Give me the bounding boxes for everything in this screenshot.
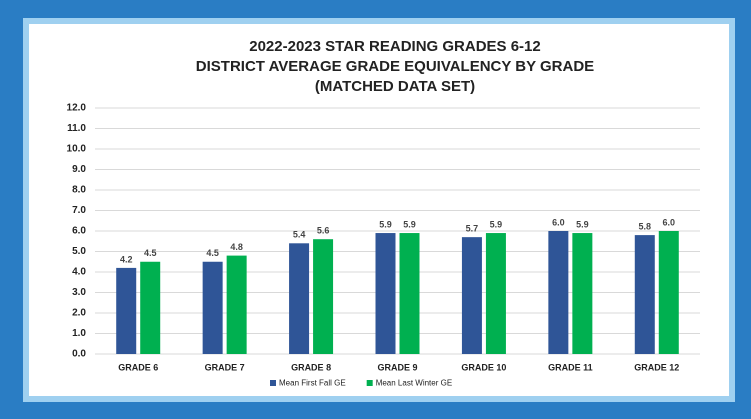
legend-swatch [270,380,276,386]
chart-title: DISTRICT AVERAGE GRADE EQUIVALENCY BY GR… [196,58,594,75]
data-label: 5.4 [293,230,306,240]
x-tick-label: GRADE 12 [634,362,679,372]
data-label: 5.7 [466,224,479,234]
x-tick-label: GRADE 8 [291,362,331,372]
y-tick-label: 3.0 [72,287,86,298]
data-label: 5.9 [379,219,392,229]
y-tick-label: 8.0 [72,185,86,196]
bar [313,239,334,354]
bar [202,261,223,354]
y-tick-label: 7.0 [72,205,86,216]
legend-swatch [366,380,373,386]
x-tick-label: GRADE 7 [205,362,245,372]
y-tick-label: 9.0 [72,164,86,175]
y-tick-label: 12.0 [67,103,87,114]
bar [140,261,161,354]
y-tick-label: 4.0 [72,267,86,278]
y-tick-label: 11.0 [67,123,86,134]
bar [289,243,310,354]
bar [634,235,655,354]
y-tick-label: 6.0 [72,226,86,237]
y-tick-label: 1.0 [72,328,86,339]
data-label: 6.0 [663,217,676,227]
x-tick-label: GRADE 10 [461,362,506,372]
bar [116,267,137,354]
data-label: 4.5 [144,248,157,258]
bar [658,231,679,354]
x-tick-label: GRADE 6 [118,362,158,372]
bar [485,233,506,354]
chart-title: 2022-2023 STAR READING GRADES 6-12 [249,38,541,55]
bar [548,231,569,354]
chart-title: (MATCHED DATA SET) [315,78,475,95]
bar [375,233,396,354]
legend-label: Mean First Fall GE [279,379,346,388]
data-label: 5.9 [576,219,589,229]
bar [399,233,420,354]
data-label: 4.2 [120,254,133,264]
bar [226,255,247,354]
data-label: 6.0 [552,217,565,227]
data-label: 4.8 [230,242,243,252]
bar [572,233,593,354]
x-tick-label: GRADE 11 [548,362,593,372]
y-tick-label: 0.0 [72,349,86,360]
data-label: 5.9 [403,219,416,229]
y-tick-label: 2.0 [72,308,86,319]
data-label: 4.5 [206,248,219,258]
x-tick-label: GRADE 9 [377,362,417,372]
y-tick-label: 10.0 [67,144,87,155]
data-label: 5.6 [317,226,330,236]
data-label: 5.8 [639,221,652,231]
y-tick-label: 5.0 [72,246,86,257]
legend-label: Mean Last Winter GE [376,379,452,388]
data-label: 5.9 [490,219,503,229]
bar [461,237,482,354]
